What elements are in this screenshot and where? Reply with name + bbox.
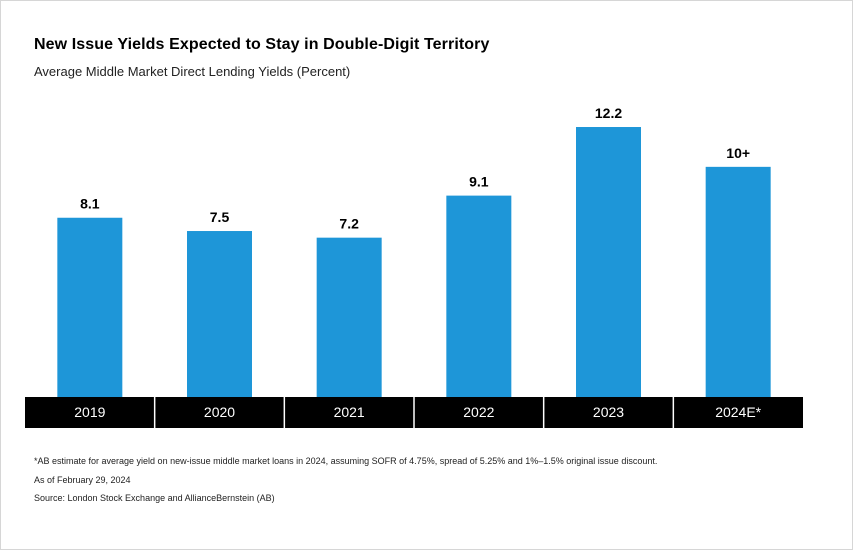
x-tick-label: 2021 [334, 404, 365, 420]
category-band [154, 397, 285, 428]
bar [446, 195, 512, 397]
data-label: 10+ [726, 145, 750, 161]
x-tick-label: 2019 [74, 404, 105, 420]
x-tick-label: 2024E* [715, 404, 761, 420]
category-band [25, 397, 155, 428]
footnote: *AB estimate for average yield on new-is… [34, 456, 658, 466]
chart-title: New Issue Yields Expected to Stay in Dou… [34, 36, 490, 53]
bar [705, 166, 771, 397]
as-of-date: As of February 29, 2024 [34, 474, 131, 485]
category-band [673, 397, 803, 428]
category-band [543, 397, 674, 428]
bar [576, 127, 641, 397]
bar [57, 217, 123, 397]
data-label: 8.1 [80, 196, 100, 212]
source-note: Source: London Stock Exchange and Allian… [34, 493, 275, 503]
category-band [414, 397, 544, 428]
x-tick-label: 2022 [463, 404, 494, 420]
chart-subtitle: Average Middle Market Direct Lending Yie… [34, 64, 351, 79]
bar [187, 231, 252, 397]
bar [316, 237, 382, 397]
x-tick-label: 2023 [593, 404, 624, 420]
category-band [284, 397, 414, 428]
chart-notes: *AB estimate for average yield on new-is… [34, 452, 657, 508]
data-label: 12.2 [595, 105, 622, 121]
x-tick-label: 2020 [204, 404, 235, 420]
data-label: 9.1 [469, 174, 489, 190]
data-label: 7.2 [339, 216, 359, 232]
data-label: 7.5 [210, 209, 230, 225]
